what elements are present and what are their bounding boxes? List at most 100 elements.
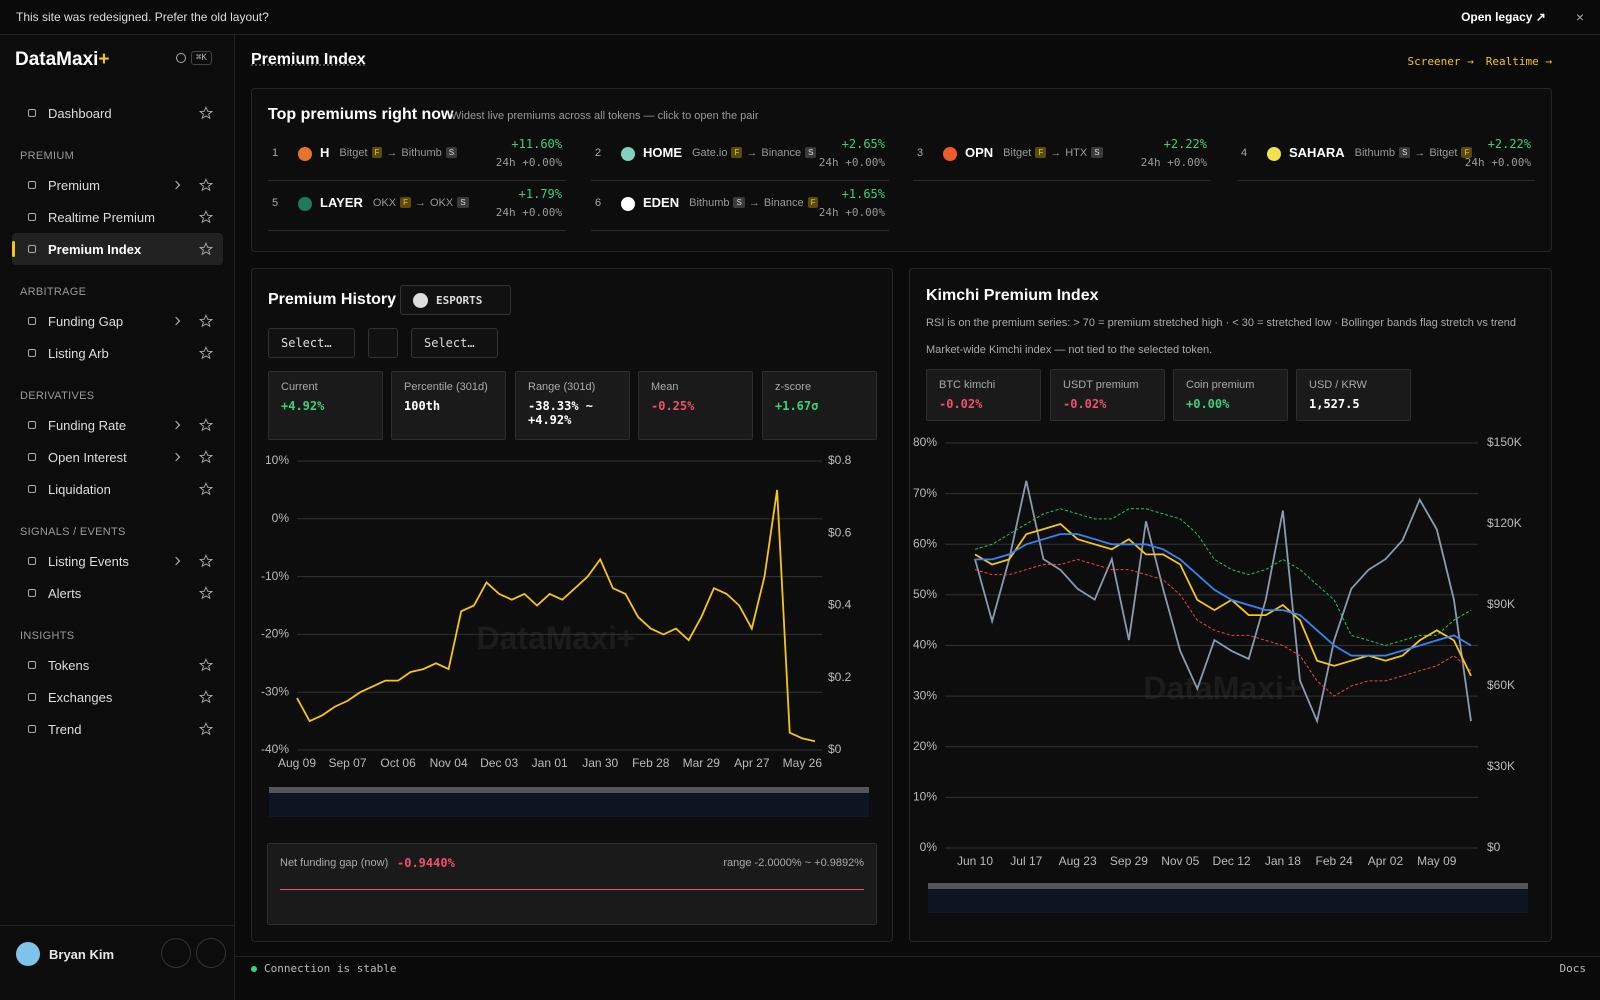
chevron[interactable] bbox=[171, 420, 181, 430]
nav-item[interactable]: Premium bbox=[12, 169, 223, 201]
x-tick-label: Jul 17 bbox=[1010, 854, 1042, 868]
range-slider[interactable] bbox=[928, 883, 1528, 913]
swap-button[interactable] bbox=[368, 328, 398, 358]
rank: 1 bbox=[272, 147, 279, 159]
to-exchange: OKX bbox=[430, 196, 454, 209]
nav-icon bbox=[28, 109, 36, 117]
premium-item[interactable]: 3 OPN Bitget F → HTX S +2.22% 24h +0.00% bbox=[913, 137, 1211, 181]
chevron[interactable] bbox=[171, 180, 181, 190]
x-tick-label: Nov 05 bbox=[1161, 854, 1199, 868]
star[interactable] bbox=[198, 417, 214, 432]
market-tag: F bbox=[807, 197, 819, 208]
x-tick-label: Dec 03 bbox=[480, 756, 518, 770]
nav-item[interactable]: Premium Index bbox=[12, 233, 223, 265]
stat-card: BTC kimchi -0.02% bbox=[926, 369, 1041, 421]
star[interactable] bbox=[198, 721, 214, 736]
stat-card: Percentile (301d) 100th bbox=[391, 371, 506, 440]
header-link[interactable]: Screener → bbox=[1407, 55, 1474, 68]
legacy-link[interactable]: Open legacy ↗ bbox=[1461, 10, 1546, 24]
arrow: → bbox=[746, 146, 758, 159]
from-exchange: Bithumb bbox=[689, 196, 730, 209]
nav-item[interactable]: Exchanges bbox=[12, 681, 223, 713]
y-tick-label: 0% bbox=[920, 840, 938, 854]
rank: 5 bbox=[272, 197, 279, 209]
premium-item[interactable]: 1 H Bitget F → Bithumb S +11.60% 24h +0.00% bbox=[268, 137, 566, 181]
nav-label: Tokens bbox=[48, 657, 90, 673]
star[interactable] bbox=[198, 209, 214, 224]
series-line bbox=[974, 522, 1472, 677]
x-tick-label: Feb 28 bbox=[632, 756, 670, 770]
chevron[interactable] bbox=[171, 556, 181, 566]
pair-select[interactable]: Select… bbox=[411, 328, 498, 358]
stat-value: -0.02% bbox=[1063, 397, 1107, 411]
stat-label: Coin premium bbox=[1186, 379, 1255, 391]
nav-item[interactable]: Realtime Premium bbox=[12, 201, 223, 233]
star-icon bbox=[198, 177, 214, 192]
nav-item[interactable]: Trend bbox=[12, 713, 223, 745]
star[interactable] bbox=[198, 689, 214, 704]
star[interactable] bbox=[198, 553, 214, 568]
header-link[interactable]: Realtime → bbox=[1485, 55, 1552, 68]
rank: 4 bbox=[1241, 147, 1248, 159]
chevron[interactable] bbox=[171, 452, 181, 462]
token-select[interactable]: ESPORTS bbox=[400, 285, 511, 315]
from-exchange: Gate.io bbox=[692, 146, 728, 159]
token-icon bbox=[298, 197, 312, 211]
watermark: DataMaxi+ bbox=[476, 620, 635, 656]
nav-item[interactable]: Funding Gap bbox=[12, 305, 223, 337]
nav-icon bbox=[28, 589, 36, 597]
chevron[interactable] bbox=[171, 316, 181, 326]
search-icon[interactable] bbox=[176, 53, 186, 63]
nav-item[interactable]: Listing Arb bbox=[12, 337, 223, 369]
star-icon bbox=[198, 553, 214, 568]
route: LAYER OKX F → OKX S bbox=[320, 195, 469, 210]
sidebar: DataMaxi+ ⌘K Bryan Kim Dashboard PREMIUM P… bbox=[0, 35, 235, 1000]
stat-card: USD / KRW 1,527.5 bbox=[1296, 369, 1411, 421]
star[interactable] bbox=[198, 345, 214, 360]
docs-link[interactable]: Docs bbox=[1559, 962, 1587, 975]
stat-value: 100th bbox=[404, 399, 441, 413]
top-premiums-title: Top premiums right now bbox=[268, 106, 454, 123]
nav-item[interactable]: Dashboard bbox=[12, 97, 223, 129]
nav-icon bbox=[28, 349, 36, 357]
pair-select[interactable]: Select… bbox=[268, 328, 355, 358]
y-tick-label: -30% bbox=[261, 684, 289, 698]
user-bar: Bryan Kim bbox=[0, 925, 234, 1000]
star[interactable] bbox=[198, 657, 214, 672]
nav-item[interactable]: Liquidation bbox=[12, 473, 223, 505]
premium-item[interactable]: 4 SAHARA Bithumb S → Bitget F +2.22% 24h +0.00% bbox=[1237, 137, 1535, 181]
stat-card: z-score +1.67σ bbox=[762, 371, 877, 440]
range-slider[interactable] bbox=[269, 787, 869, 817]
star-icon bbox=[198, 313, 214, 328]
market-tag: S bbox=[457, 197, 469, 208]
nav-icon bbox=[28, 421, 36, 429]
nav-item[interactable]: Listing Events bbox=[12, 545, 223, 577]
star[interactable] bbox=[198, 481, 214, 496]
nav-icon bbox=[28, 245, 36, 253]
nav-label: Realtime Premium bbox=[48, 209, 155, 225]
nav-label: Open Interest bbox=[48, 449, 127, 465]
star-icon bbox=[198, 449, 214, 464]
more-button[interactable] bbox=[161, 938, 191, 968]
y-tick-label: -20% bbox=[261, 627, 289, 641]
nav-item[interactable]: Alerts bbox=[12, 577, 223, 609]
star-icon bbox=[198, 241, 214, 256]
to-exchange: Binance bbox=[763, 196, 804, 209]
star[interactable] bbox=[198, 105, 214, 120]
nav-item[interactable]: Open Interest bbox=[12, 441, 223, 473]
star[interactable] bbox=[198, 449, 214, 464]
premium-history-chart: DataMaxi+ -40% -30% -20% -10% 0% 10% $0 $0.2 $0.4… bbox=[261, 453, 852, 770]
bell-button[interactable] bbox=[196, 938, 226, 968]
close-button[interactable]: × bbox=[1575, 9, 1584, 25]
premium-item[interactable]: 5 LAYER OKX F → OKX S +1.79% 24h +0.00% bbox=[268, 187, 566, 231]
nav-item[interactable]: Funding Rate bbox=[12, 409, 223, 441]
star[interactable] bbox=[198, 313, 214, 328]
star[interactable] bbox=[198, 585, 214, 600]
nav-item[interactable]: Tokens bbox=[12, 649, 223, 681]
y-tick-label: 80% bbox=[913, 435, 937, 449]
premium-item[interactable]: 2 HOME Gate.io F → Binance S +2.65% 24h +0.00% bbox=[591, 137, 889, 181]
premium-item[interactable]: 6 EDEN Bithumb S → Binance F +1.65% 24h +0.00% bbox=[591, 187, 889, 231]
avatar bbox=[16, 942, 40, 966]
star[interactable] bbox=[198, 177, 214, 192]
star[interactable] bbox=[198, 241, 214, 256]
